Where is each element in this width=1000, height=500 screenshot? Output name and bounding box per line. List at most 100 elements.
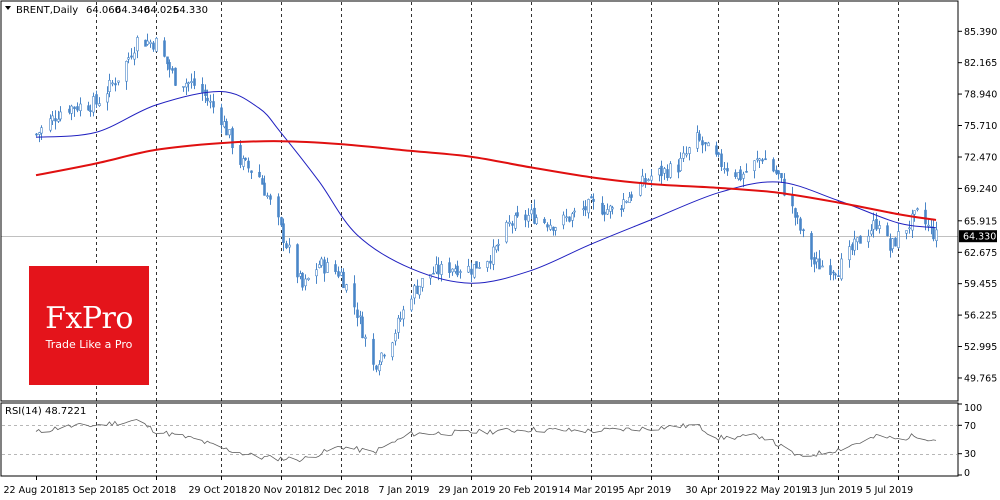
candle-body <box>89 110 92 112</box>
candle-body <box>761 159 764 162</box>
candle-body <box>867 235 870 243</box>
candle-body <box>220 107 223 126</box>
candle-body <box>98 103 101 106</box>
candle-body <box>59 111 62 120</box>
candle-body <box>87 105 90 111</box>
candle-body <box>250 170 253 173</box>
price-tick-label: 69.240 <box>964 184 997 195</box>
candle-body <box>418 285 421 296</box>
candle-body <box>448 262 451 273</box>
ma-fast-line <box>35 90 937 284</box>
moving-averages <box>35 90 937 284</box>
candle-body <box>530 209 533 215</box>
candle-body <box>212 101 215 108</box>
candle-body <box>780 173 783 179</box>
collapse-triangle-icon[interactable] <box>5 6 11 10</box>
candle-body <box>834 273 837 276</box>
candle-body <box>669 163 672 178</box>
candle-body <box>905 230 908 234</box>
candle-body <box>359 315 362 318</box>
candle-body <box>549 224 552 230</box>
candle-body <box>932 226 935 240</box>
candle-body <box>320 258 323 266</box>
time-axis: 22 Aug 2018 13 Sep 2018 5 Oct 2018 29 Oct 2… <box>4 476 913 496</box>
price-tick-label: 85.390 <box>964 27 997 38</box>
candle-body <box>475 261 478 269</box>
candle-body <box>106 93 109 103</box>
candle-body <box>685 153 688 156</box>
candle-body <box>554 227 557 231</box>
candle-body <box>878 225 881 229</box>
candle-body <box>772 159 775 172</box>
candle-body <box>913 210 916 215</box>
candle-body <box>117 80 120 83</box>
candle-body <box>682 152 685 159</box>
candle-body <box>696 132 699 149</box>
candle-body <box>821 265 824 268</box>
candle-body <box>622 199 625 210</box>
ohlc-close: 64.330 <box>173 5 208 16</box>
candle-body <box>318 264 321 268</box>
candle-body <box>663 168 666 174</box>
candle-body <box>342 271 345 289</box>
candle-body <box>625 201 628 203</box>
candle-body <box>38 132 41 135</box>
candle-body <box>76 106 79 111</box>
candle-body <box>244 157 247 160</box>
candle-body <box>402 309 405 320</box>
price-tick-label: 49.765 <box>964 373 997 384</box>
candle-body <box>505 222 508 243</box>
candle-body <box>679 158 682 171</box>
candle-body <box>375 365 378 370</box>
candle-body <box>840 258 843 280</box>
candle-body <box>818 258 821 270</box>
candle-body <box>288 244 291 248</box>
candle-body <box>802 229 805 232</box>
price-candles <box>35 33 938 376</box>
candle-body <box>231 128 234 149</box>
candle-body <box>242 158 245 167</box>
rsi-tick-label: 100 <box>964 403 982 414</box>
time-tick-label: 5 Apr 2019 <box>619 485 672 496</box>
candle-body <box>495 245 498 251</box>
rsi-tick-label: 70 <box>964 421 976 432</box>
candle-body <box>891 238 894 249</box>
price-tick-label: 75.710 <box>964 121 997 132</box>
candle-body <box>269 195 272 200</box>
header: BRENT,Daily 64.060 64.340 64.025 64.330 <box>5 5 208 16</box>
time-tick-label: 13 Sep 2018 <box>64 485 124 496</box>
candle-body <box>163 40 166 57</box>
candle-body <box>666 169 669 179</box>
candle-body <box>49 118 52 131</box>
candle-body <box>228 129 231 136</box>
candle-body <box>315 269 318 277</box>
time-tick-label: 29 Oct 2018 <box>189 485 248 496</box>
candle-body <box>456 265 459 276</box>
time-tick-label: 22 Aug 2018 <box>4 485 65 496</box>
candle-body <box>152 42 155 50</box>
candle-body <box>777 170 780 175</box>
price-tick-label: 78.940 <box>964 90 997 101</box>
candle-body <box>130 55 133 58</box>
candle-body <box>413 285 416 299</box>
candle-body <box>717 152 720 155</box>
candle-body <box>630 194 633 198</box>
candle-body <box>514 215 517 229</box>
candle-body <box>383 354 386 357</box>
candle-body <box>603 211 606 215</box>
time-tick-label: 30 Apr 2019 <box>686 485 745 496</box>
candle-body <box>704 142 707 145</box>
candle-body <box>258 171 261 178</box>
candle-body <box>908 227 911 230</box>
candle-body <box>282 223 285 244</box>
price-tick-label: 62.675 <box>964 248 997 259</box>
candle-body <box>337 271 340 277</box>
candle-body <box>848 246 851 261</box>
candle-body <box>451 268 454 273</box>
candle-body <box>764 158 767 161</box>
candle-body <box>497 243 500 246</box>
candle-body <box>155 38 158 52</box>
candle-body <box>698 133 701 141</box>
